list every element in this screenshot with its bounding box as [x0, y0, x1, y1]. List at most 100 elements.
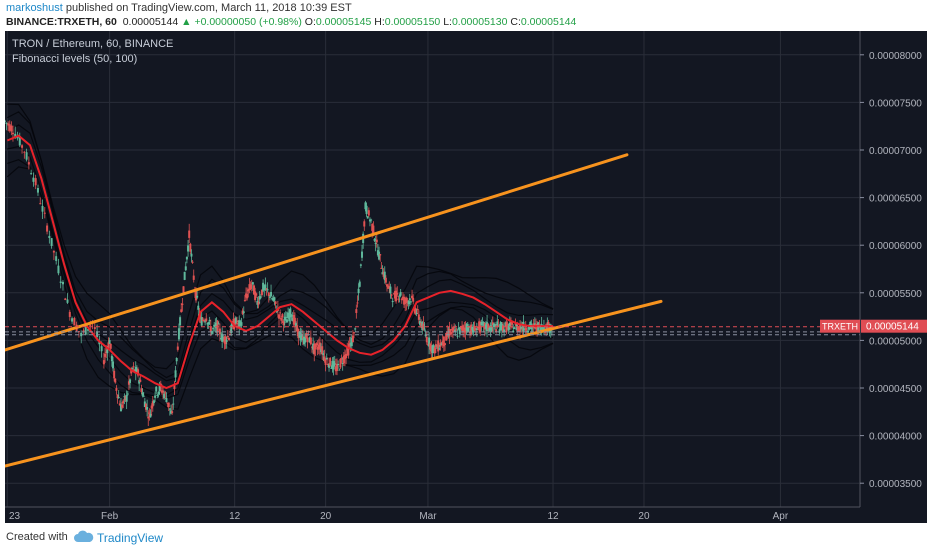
candle-body: [398, 295, 401, 297]
candle-body: [505, 322, 508, 333]
y-tick-label: 0.00003500: [869, 479, 922, 490]
candle-body: [323, 356, 326, 361]
close-label: C:: [510, 16, 521, 28]
y-tick-label: 0.00007500: [869, 98, 922, 109]
candle-body: [450, 328, 453, 331]
author-link[interactable]: markoshust: [6, 2, 63, 14]
candle-body: [247, 289, 250, 292]
candle-body: [433, 347, 436, 354]
candle-body: [7, 123, 10, 126]
candle-body: [393, 291, 396, 299]
candle-body: [125, 394, 128, 402]
candle-body: [100, 346, 103, 352]
candle-body: [512, 330, 515, 333]
candle-body: [21, 145, 24, 148]
candle-body: [389, 286, 392, 294]
candle-body: [164, 392, 167, 394]
candle-body: [122, 400, 125, 404]
candle-body: [150, 405, 153, 409]
candle-body: [380, 267, 383, 269]
x-tick-label: 12: [229, 511, 241, 522]
candle-body: [284, 316, 287, 318]
candle-body: [187, 245, 190, 252]
y-tick-label: 0.00004000: [869, 432, 922, 443]
candle-body: [361, 251, 364, 258]
candle-body: [245, 293, 248, 298]
candle-body: [339, 358, 342, 368]
candle-body: [165, 398, 168, 403]
candle-body: [341, 363, 344, 365]
candle-body: [509, 321, 512, 323]
candle-body: [105, 351, 108, 353]
candle-body: [445, 333, 448, 341]
candle-body: [274, 301, 277, 305]
candle-body: [320, 349, 323, 353]
candle-body: [538, 323, 541, 325]
tradingview-cloud-icon[interactable]: [73, 530, 95, 549]
candle-body: [131, 368, 134, 370]
price-label-box: [861, 319, 927, 333]
candle-body: [421, 321, 424, 331]
candle-body: [5, 122, 8, 124]
candle-body: [409, 301, 412, 303]
candle-body: [330, 367, 333, 369]
candle-body: [523, 329, 526, 331]
candle-body: [463, 327, 466, 331]
candle-body: [175, 357, 178, 362]
candle-body: [334, 366, 337, 372]
candle-body: [392, 293, 395, 295]
candle-body: [501, 325, 504, 332]
candle-body: [529, 321, 532, 328]
candle-body: [337, 364, 340, 366]
candle-body: [418, 321, 421, 325]
candle-body: [338, 369, 341, 371]
candle-body: [254, 291, 257, 301]
candle-body: [508, 322, 511, 328]
candle-body: [325, 358, 328, 360]
y-axis-panel: [860, 31, 927, 523]
candle-body: [367, 210, 370, 216]
candle-body: [30, 173, 33, 175]
candle-body: [506, 324, 509, 326]
candle-body: [163, 393, 166, 399]
candle-body: [359, 264, 362, 266]
candle-body: [279, 312, 282, 314]
x-tick-label: Apr: [773, 511, 789, 522]
candle-body: [148, 412, 151, 414]
candle-body: [490, 326, 493, 332]
candle-body: [212, 328, 215, 330]
candle-body: [189, 243, 192, 252]
candle-body: [143, 401, 146, 408]
tradingview-link[interactable]: TradingView: [97, 531, 164, 545]
change-text: +0.00000050 (+0.98%): [194, 16, 302, 28]
candle-body: [365, 205, 368, 214]
candle-body: [167, 402, 170, 408]
candle-body: [471, 326, 474, 331]
candle-body: [32, 177, 35, 182]
candle-body: [470, 324, 473, 335]
candle-body: [66, 299, 69, 303]
candle-body: [469, 331, 472, 334]
candle-body: [514, 323, 517, 325]
candle-body: [500, 323, 503, 331]
candle-body: [503, 329, 506, 332]
candle-body: [278, 314, 281, 319]
candle-body: [262, 282, 265, 291]
candle-body: [301, 336, 304, 338]
candle-body: [350, 337, 353, 347]
chart-panel[interactable]: 0.00003500 0.00004000 0.00004500 0.00005000…: [3, 31, 927, 523]
candle-body: [455, 329, 458, 331]
candle-body: [251, 282, 254, 285]
candle-body: [116, 394, 119, 399]
candle-body: [541, 327, 544, 331]
candle-body: [411, 295, 414, 299]
candle-body: [456, 335, 459, 337]
candle-body: [353, 332, 356, 334]
price-chart[interactable]: 0.00003500 0.00004000 0.00004500 0.00005000…: [3, 31, 927, 523]
candle-body: [123, 396, 126, 398]
candle-body: [41, 205, 44, 212]
candle-body: [478, 321, 481, 331]
candle-body: [107, 342, 110, 349]
candle-body: [205, 318, 208, 322]
candle-body: [318, 342, 321, 350]
